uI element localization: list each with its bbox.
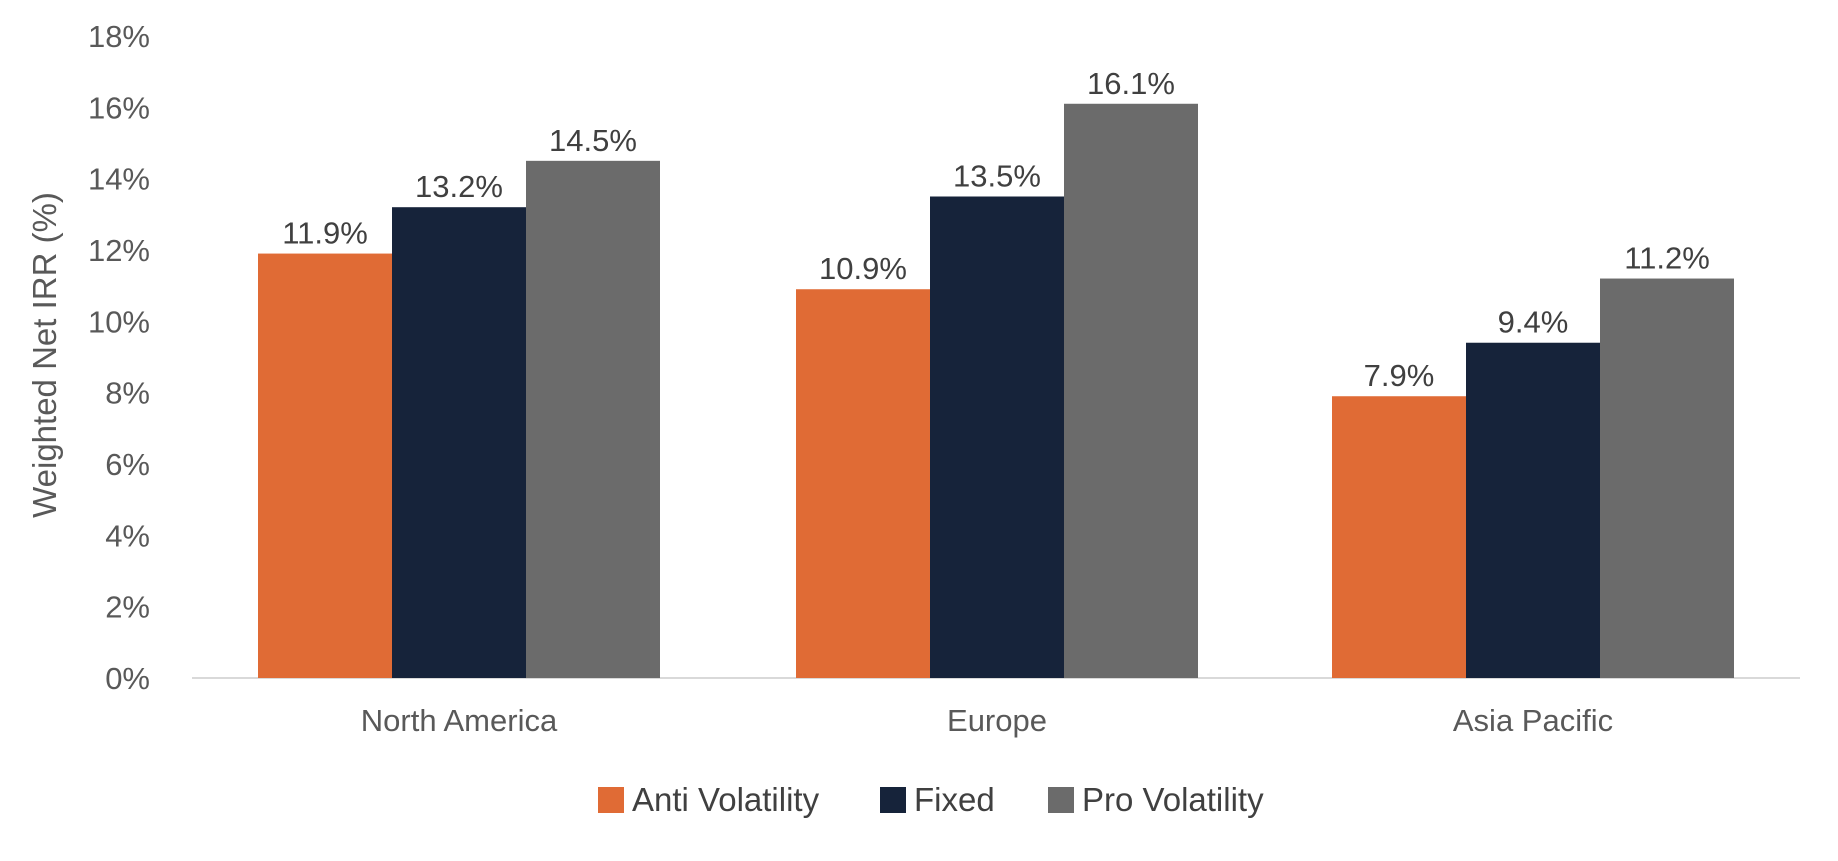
bar xyxy=(1466,342,1600,678)
x-axis-tick-labels: North America Europe Asia Pacific xyxy=(361,703,1613,738)
y-tick-label: 16% xyxy=(88,90,150,125)
data-label: 14.5% xyxy=(549,123,637,158)
bars-group xyxy=(258,103,1734,679)
x-tick-label: Europe xyxy=(947,703,1047,738)
data-label: 11.2% xyxy=(1624,241,1710,276)
y-tick-label: 10% xyxy=(88,304,150,339)
data-label: 10.9% xyxy=(819,251,907,286)
legend-swatch xyxy=(1048,787,1074,813)
bar xyxy=(1600,278,1734,678)
y-tick-label: 12% xyxy=(88,233,150,268)
legend-label: Pro Volatility xyxy=(1082,781,1264,818)
y-tick-label: 4% xyxy=(105,518,150,553)
legend-swatch xyxy=(598,787,624,813)
bar xyxy=(930,196,1064,678)
y-tick-label: 18% xyxy=(88,19,150,54)
y-axis-tick-labels: 0% 2% 4% 6% 8% 10% 12% 14% 16% 18% xyxy=(88,19,150,696)
bar xyxy=(1332,396,1466,678)
data-label: 13.2% xyxy=(415,169,503,204)
y-tick-label: 14% xyxy=(88,162,150,197)
y-tick-label: 6% xyxy=(105,447,150,482)
data-label: 16.1% xyxy=(1087,66,1175,101)
bar xyxy=(258,253,392,679)
y-tick-label: 8% xyxy=(105,376,150,411)
bar xyxy=(796,289,930,678)
y-tick-label: 2% xyxy=(105,590,150,625)
x-tick-label: Asia Pacific xyxy=(1453,703,1613,738)
legend-label: Anti Volatility xyxy=(632,781,820,818)
x-tick-label: North America xyxy=(361,703,558,738)
bar xyxy=(392,207,526,678)
y-tick-label: 0% xyxy=(105,661,150,696)
data-label: 7.9% xyxy=(1364,358,1435,393)
legend: Anti Volatility Fixed Pro Volatility xyxy=(598,781,1264,818)
data-label: 13.5% xyxy=(953,159,1041,194)
data-label: 11.9% xyxy=(282,216,368,251)
data-labels-group: 11.9% 13.2% 14.5% 10.9% 13.5% 16.1% 7.9% 9.4% 11… xyxy=(282,66,1710,393)
bar xyxy=(526,160,660,679)
data-label: 9.4% xyxy=(1498,305,1569,340)
legend-label: Fixed xyxy=(914,781,995,818)
bar xyxy=(1064,103,1198,679)
y-axis-title: Weighted Net IRR (%) xyxy=(26,192,63,518)
legend-swatch xyxy=(880,787,906,813)
